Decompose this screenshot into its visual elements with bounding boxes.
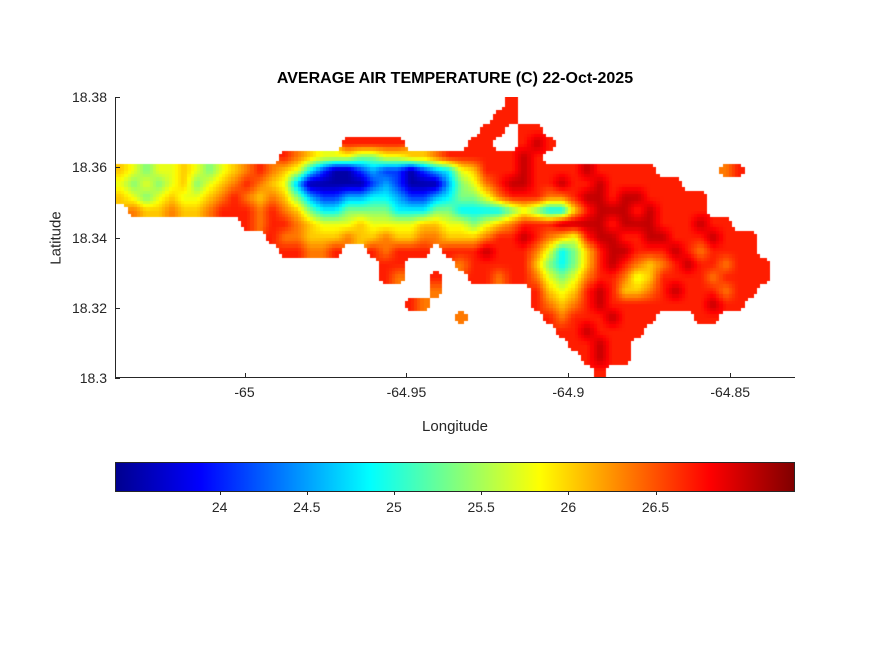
y-tick-mark: [115, 378, 120, 379]
chart-title: AVERAGE AIR TEMPERATURE (C) 22-Oct-2025: [276, 70, 634, 87]
colorbar-gradient: [115, 462, 795, 492]
y-tick-label: 18.34: [71, 229, 107, 246]
colorbar-tick-label: 24.5: [293, 499, 321, 515]
plot-area: 18.3 18.32 18.34 18.36 18.38 -65 -64.95 -64.9 -…: [72, 89, 795, 400]
y-axis-label: Latitude: [47, 211, 65, 265]
x-axis-label: Longitude: [422, 418, 488, 435]
x-tick-label: -64.9: [552, 384, 585, 400]
y-tick-label: 18.38: [71, 89, 107, 105]
x-tick-label: -64.85: [710, 384, 751, 400]
colorbar-tick-label: 24: [211, 499, 228, 515]
y-tick-label: 18.3: [79, 370, 107, 386]
x-tick-label: -64.95: [386, 384, 427, 400]
colorbar-tick-label: 26.5: [641, 499, 670, 515]
x-tick-label: -65: [234, 384, 255, 400]
colorbar-tick-label: 25: [386, 499, 402, 515]
colorbar-tick-label: 26: [560, 499, 577, 515]
y-tick-label: 18.36: [71, 159, 107, 176]
temperature-heatmap: [115, 97, 795, 378]
y-tick-label: 18.32: [71, 299, 107, 316]
colorbar-tick-label: 25.5: [467, 499, 495, 515]
x-axis-line: [115, 377, 795, 378]
y-axis-line: [115, 97, 116, 378]
